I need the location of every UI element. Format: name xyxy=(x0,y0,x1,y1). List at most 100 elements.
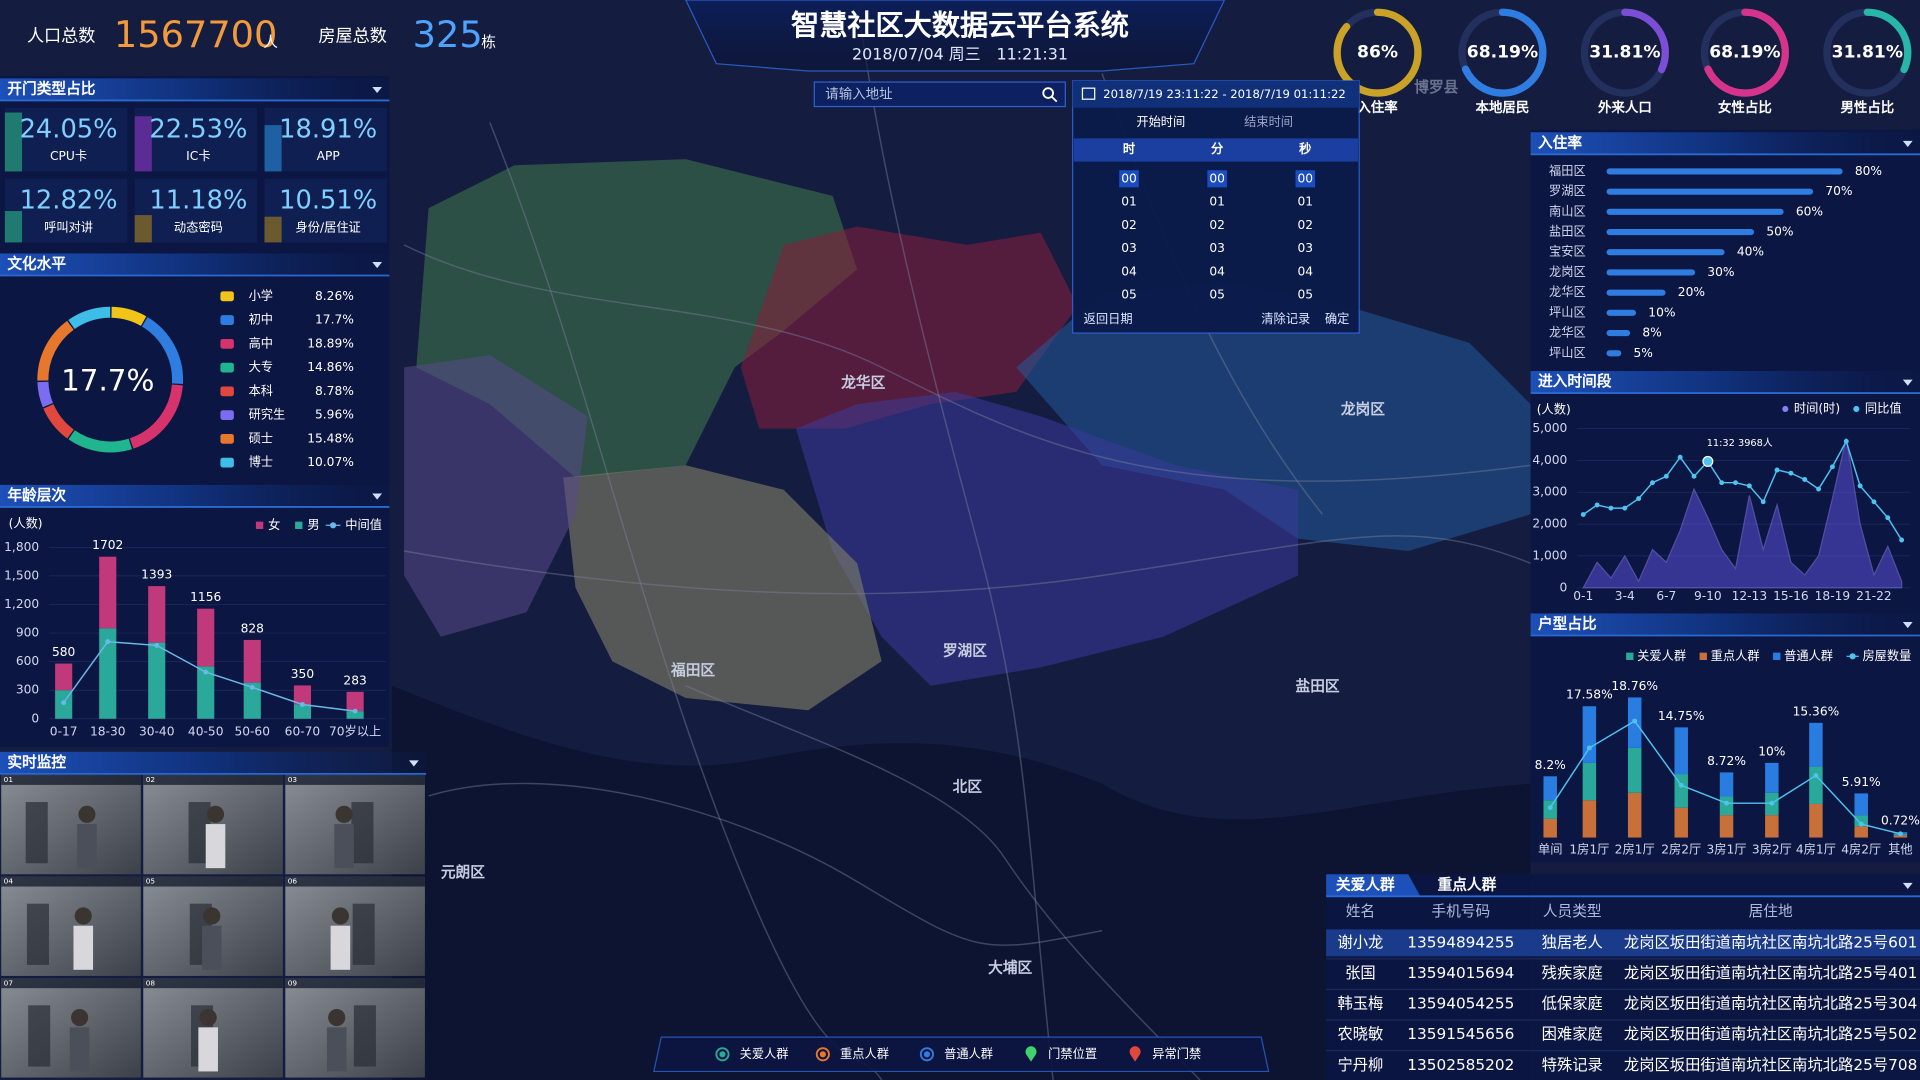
line-point xyxy=(1719,480,1725,486)
door-tile-label: APP xyxy=(317,149,340,163)
time-option[interactable]: 04 xyxy=(1298,264,1314,278)
line-point xyxy=(1691,473,1697,479)
hbar xyxy=(1606,249,1725,256)
houses-value: 325 xyxy=(413,13,483,56)
area xyxy=(1582,437,1903,589)
table-cell[interactable]: 13502585202 xyxy=(1407,1056,1514,1074)
population-unit: 人 xyxy=(263,34,278,51)
bar-segment xyxy=(1582,706,1597,763)
bar-segment xyxy=(293,704,312,719)
legend-label: 女 xyxy=(268,517,280,532)
section-title: 开门类型占比 xyxy=(7,79,95,97)
line-point xyxy=(1802,477,1808,482)
bar-segment xyxy=(197,608,215,667)
district-label: 龙岗区 xyxy=(1340,400,1385,418)
time-option[interactable]: 02 xyxy=(1121,218,1137,232)
table-cell[interactable]: 谢小龙 xyxy=(1337,933,1383,951)
map-legend-label[interactable]: 异常门禁 xyxy=(1152,1046,1201,1061)
table-cell[interactable]: 农晓敏 xyxy=(1337,1025,1383,1043)
time-option[interactable]: 03 xyxy=(1298,241,1314,255)
line-point xyxy=(61,700,67,706)
map-legend-label[interactable]: 普通人群 xyxy=(944,1047,993,1061)
date-button[interactable]: 返回日期 xyxy=(1084,312,1133,326)
date-tab[interactable]: 开始时间 xyxy=(1136,115,1185,129)
bar-segment xyxy=(1809,766,1823,804)
map-legend-label[interactable]: 重点人群 xyxy=(840,1047,889,1061)
section-toggle xyxy=(1902,379,1913,386)
door-tile-bar xyxy=(4,211,23,243)
bar-category: 南山区 xyxy=(1549,203,1586,218)
legend-value: 15.48% xyxy=(307,431,354,445)
table-cell[interactable]: 龙岗区坂田街道南坑社区南坑北路25号708 xyxy=(1624,1056,1917,1074)
camera-person xyxy=(206,805,225,823)
map-region xyxy=(795,391,1298,686)
bar-segment xyxy=(99,628,117,719)
table-cell[interactable]: 13591545656 xyxy=(1407,1025,1514,1043)
population-label: 人口总数 xyxy=(27,27,96,47)
map-legend-label[interactable]: 门禁位置 xyxy=(1048,1046,1097,1061)
date-button[interactable]: 确定 xyxy=(1325,311,1349,326)
time-option[interactable]: 04 xyxy=(1209,264,1225,278)
gauge-label: 本地居民 xyxy=(1476,99,1530,116)
bar-category: 福田区 xyxy=(1549,163,1586,178)
table-tab[interactable]: 关爱人群 xyxy=(1336,875,1395,893)
camera-scene xyxy=(351,802,374,864)
time-option[interactable]: 03 xyxy=(1121,241,1137,255)
time-option[interactable]: 05 xyxy=(1121,288,1137,302)
search-icon-handle xyxy=(1051,96,1058,103)
y-tick-label: 900 xyxy=(16,626,39,640)
table-cell[interactable]: 张国 xyxy=(1345,964,1376,982)
search-box[interactable] xyxy=(813,81,1066,108)
table-cell[interactable]: 龙岗区坂田街道南坑社区南坑北路25号304 xyxy=(1624,995,1917,1013)
search-placeholder: 请输入地址 xyxy=(825,86,892,102)
table-cell[interactable]: 龙岗区坂田街道南坑社区南坑北路25号502 xyxy=(1624,1025,1917,1043)
section-header-bg xyxy=(1530,613,1920,636)
time-option[interactable]: 00 xyxy=(1298,171,1314,185)
table-cell[interactable]: 残疾家庭 xyxy=(1542,964,1603,982)
table-cell[interactable]: 低保家庭 xyxy=(1542,995,1603,1013)
table-cell[interactable]: 困难家庭 xyxy=(1542,1025,1603,1043)
table-tab[interactable]: 重点人群 xyxy=(1438,875,1497,893)
legend-icon-core xyxy=(719,1051,726,1058)
time-option[interactable]: 03 xyxy=(1209,241,1225,255)
time-option[interactable]: 02 xyxy=(1209,218,1225,232)
x-tick-label: 40-50 xyxy=(188,725,224,739)
legend-dot xyxy=(330,522,337,529)
bar-value-label: 30% xyxy=(1707,265,1734,279)
search-icon[interactable] xyxy=(1042,87,1054,99)
legend-value: 8.26% xyxy=(315,289,354,303)
table-cell[interactable]: 13594015694 xyxy=(1407,964,1514,982)
time-option[interactable]: 01 xyxy=(1298,195,1314,209)
section-toggle xyxy=(372,262,383,269)
table-cell[interactable]: 龙岗区坂田街道南坑社区南坑北路25号601 xyxy=(1624,933,1917,951)
line-point xyxy=(1594,502,1600,508)
table-cell[interactable]: 13594054255 xyxy=(1407,995,1514,1013)
gauge-value: 68.19% xyxy=(1709,43,1780,63)
bar-segment xyxy=(1719,796,1734,816)
time-option[interactable]: 01 xyxy=(1121,195,1137,209)
date-tab[interactable]: 结束时间 xyxy=(1244,115,1293,129)
door-tile-bar xyxy=(134,116,152,172)
table-cell[interactable]: 特殊记录 xyxy=(1542,1056,1603,1074)
time-option[interactable]: 05 xyxy=(1298,288,1314,302)
time-option[interactable]: 00 xyxy=(1209,171,1225,185)
y-tick-label: 3,000 xyxy=(1532,485,1567,499)
table-cell[interactable]: 独居老人 xyxy=(1542,933,1603,951)
time-option[interactable]: 00 xyxy=(1121,171,1137,185)
camera-person-body xyxy=(202,925,222,970)
bar-total-label: 1393 xyxy=(141,568,172,582)
time-option[interactable]: 01 xyxy=(1209,195,1225,209)
legend-label: 中间值 xyxy=(345,517,382,532)
table-cell[interactable]: 宁丹柳 xyxy=(1337,1056,1383,1074)
y-tick-label: 4,000 xyxy=(1532,453,1567,467)
time-option[interactable]: 04 xyxy=(1121,264,1137,278)
line-point xyxy=(300,702,305,707)
table-cell[interactable]: 韩玉梅 xyxy=(1337,995,1383,1013)
time-option[interactable]: 02 xyxy=(1298,218,1314,232)
date-button[interactable]: 清除记录 xyxy=(1261,311,1310,326)
time-option[interactable]: 05 xyxy=(1209,288,1225,302)
table-cell[interactable]: 龙岗区坂田街道南坑社区南坑北路25号401 xyxy=(1624,964,1917,982)
map-legend-label[interactable]: 关爱人群 xyxy=(740,1047,789,1061)
legend-swatch xyxy=(220,457,234,468)
table-cell[interactable]: 13594894255 xyxy=(1407,933,1514,951)
